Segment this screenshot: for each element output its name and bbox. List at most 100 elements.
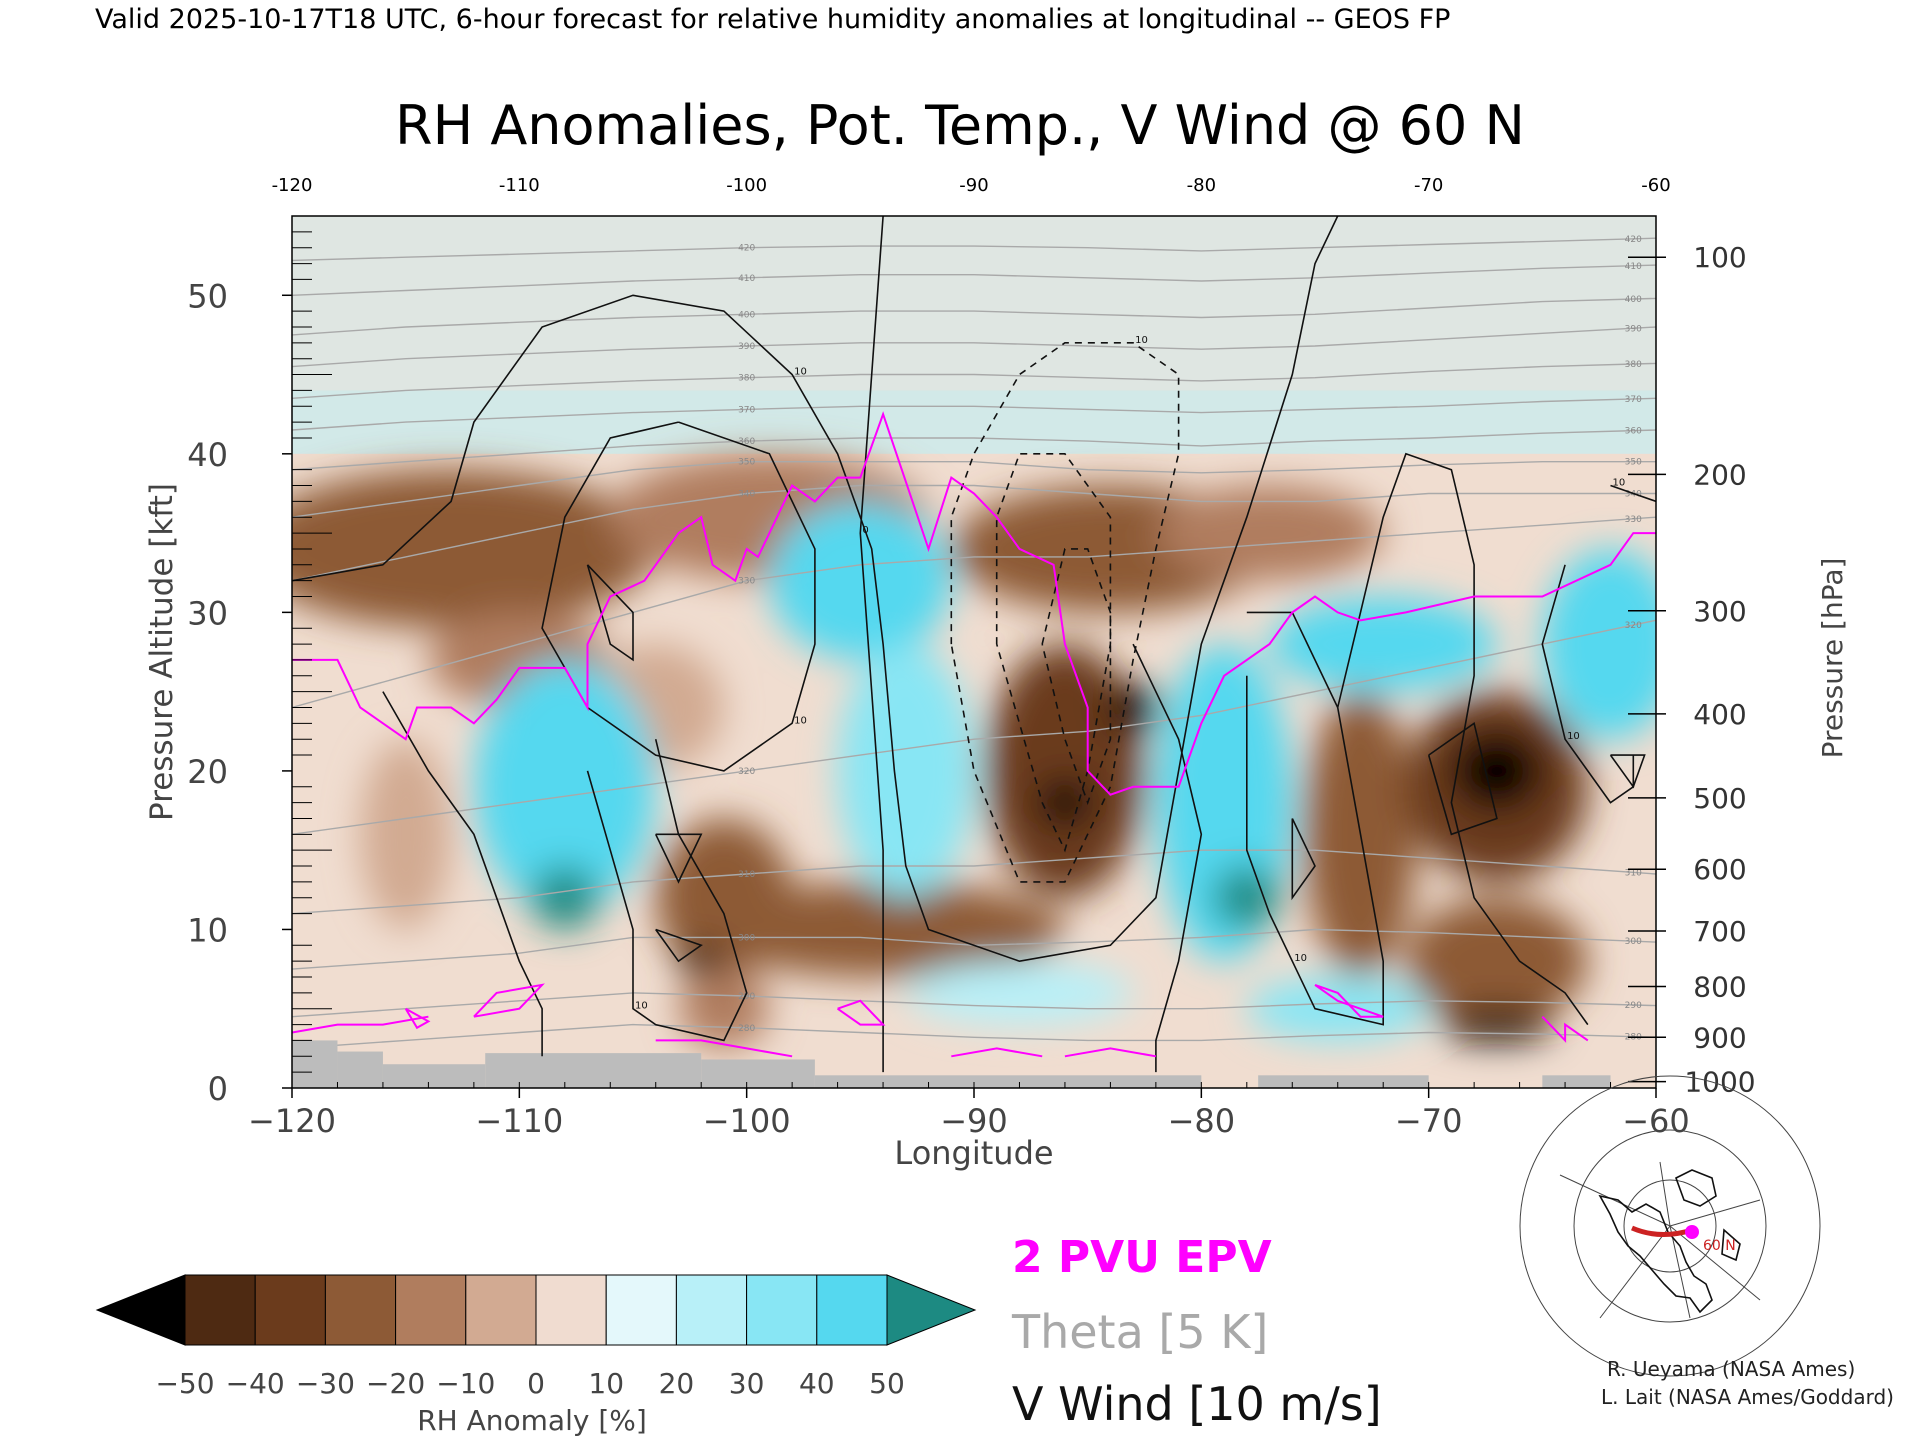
y-axis-right-label: Pressure [hPa]: [1816, 558, 1849, 759]
rh-anomaly-cell: [1269, 596, 1497, 692]
x-axis: −120 −110 −100 −90 −80 −70 −60: [248, 1082, 1690, 1140]
inset-coastline: [1598, 1169, 1741, 1314]
vwind-contour-label: 10: [635, 1001, 648, 1012]
epv-2pvu-contour: [473, 983, 545, 1018]
colorbar-tick-label: 30: [729, 1367, 765, 1400]
colorbar-tick-label: −30: [296, 1367, 355, 1400]
theta-contour-line: [292, 484, 1656, 582]
epv-2pvu-contour: [837, 999, 886, 1026]
y-tick-label: 20: [187, 753, 228, 791]
rh-anomaly-cell: [1212, 866, 1281, 930]
pressure-tick-label: 900: [1693, 1021, 1746, 1054]
theta-contour-label: 300: [738, 933, 755, 943]
vwind-contour-positive: [655, 928, 703, 963]
x-tick-label: −60: [1622, 1102, 1690, 1140]
top-axis-tick-label: -110: [499, 175, 540, 196]
stratosphere-pale-zone: [292, 216, 1656, 391]
colorbar-tick-label: 10: [588, 1367, 624, 1400]
theta-contour-label: 280: [738, 1024, 755, 1034]
theta-contour-label: 360: [738, 437, 755, 447]
rh-anomaly-cell: [1451, 731, 1543, 811]
theta-contour-label: 330: [1625, 515, 1642, 525]
pressure-tick-label: 800: [1693, 971, 1746, 1004]
top-axis-tick-label: -60: [1641, 175, 1670, 196]
ground-block: [292, 1040, 338, 1088]
tropopause-zone: [292, 390, 1656, 454]
vwind-contour-negative: [1041, 548, 1112, 805]
rh-anomaly-cell: [678, 969, 770, 1049]
rh-anomaly-cell: [1542, 548, 1656, 740]
y-tick-label: 0: [208, 1070, 228, 1108]
colorbar-high-arrow: [886, 1274, 977, 1346]
top-axis-labels: -120 -110 -100 -90 -80 -70 -60: [272, 175, 1671, 196]
ground-block: [382, 1064, 486, 1088]
theta-contour-label: 290: [738, 992, 755, 1002]
theta-contour-label: 390: [738, 342, 755, 352]
y-tick-label: 10: [187, 911, 228, 949]
top-axis-tick-label: -100: [726, 175, 767, 196]
rh-anomaly-cell: [655, 818, 793, 978]
theta-contour-label: 400: [1625, 295, 1642, 305]
ground-mask: [292, 1040, 1611, 1088]
vwind-contour-label: 10: [1294, 953, 1307, 964]
vwind-contour-positive: [1132, 643, 1203, 1073]
epv-contours: [292, 411, 1656, 1058]
vwind-contour-positive: [1427, 721, 1498, 836]
inset-section-label: 60 N: [1703, 1238, 1736, 1254]
credit-line-2: L. Lait (NASA Ames/Goddard): [1601, 1385, 1894, 1409]
colorbar-segment: [746, 1274, 818, 1346]
epv-2pvu-contour: [404, 1007, 431, 1030]
theta-contour-label: 370: [1625, 395, 1642, 405]
rh-anomaly-cell: [1405, 897, 1588, 1025]
pressure-tick-label: 700: [1693, 915, 1746, 948]
x-tick-label: −110: [475, 1102, 563, 1140]
theta-contour-label: 420: [1625, 235, 1642, 245]
theta-contour-label: 380: [738, 374, 755, 384]
theta-contour-label: 300: [1625, 937, 1642, 947]
colorbar-segment: [605, 1274, 677, 1346]
epv-2pvu-contour: [292, 411, 1656, 796]
epv-2pvu-contour: [655, 1039, 793, 1058]
x-tick-label: −100: [703, 1102, 791, 1140]
rh-anomaly-cell: [1246, 977, 1429, 1041]
ground-block: [485, 1053, 702, 1088]
ground-block: [1258, 1075, 1429, 1088]
theta-contour-line: [292, 429, 1656, 471]
colorbar-segment: [535, 1274, 607, 1346]
vwind-contour-positive: [859, 216, 884, 1073]
inset-target-dot: [1685, 1225, 1699, 1239]
top-axis-tick-label: -90: [959, 175, 988, 196]
colorbar-segment: [816, 1274, 888, 1346]
vwind-contour-positive: [1246, 611, 1384, 1026]
ground-block: [814, 1075, 1202, 1088]
colorbar-tick-label: −10: [436, 1367, 495, 1400]
vwind-contour-positive: [1609, 754, 1646, 789]
x-tick-label: −120: [248, 1102, 336, 1140]
colorbar-tick-label: 20: [659, 1367, 695, 1400]
epv-2pvu-contour: [1064, 1047, 1157, 1058]
rh-anomaly-cell: [360, 739, 452, 930]
theta-contour-label: 410: [1625, 262, 1642, 272]
vwind-contour-positive: [292, 216, 1339, 963]
credit-line-1: R. Ueyama (NASA Ames): [1607, 1357, 1855, 1381]
top-axis-tick-label: -70: [1414, 175, 1443, 196]
valid-time-header: Valid 2025-10-17T18 UTC, 6-hour forecast…: [95, 4, 1450, 35]
pressure-tick-label: 400: [1693, 698, 1746, 731]
theta-contour-label: 420: [738, 244, 755, 254]
vwind-contour-positive: [586, 739, 748, 1042]
ground-block: [1542, 1075, 1611, 1088]
theta-contour-label: 290: [1625, 1001, 1642, 1011]
rh-anomaly-cell: [1440, 1008, 1554, 1041]
colorbar-segment: [254, 1274, 326, 1346]
theta-contour-label: 400: [738, 310, 755, 320]
vwind-contour-label: 10: [1567, 731, 1580, 742]
top-axis-tick-label: -80: [1187, 175, 1216, 196]
vwind-contour-positive: [586, 564, 634, 662]
colorbar-tick-label: −50: [155, 1367, 214, 1400]
vwind-contour-positive: [1291, 818, 1316, 901]
vwind-contour-positive: [541, 421, 816, 772]
epv-2pvu-contour: [1314, 983, 1384, 1018]
y-tick-label: 50: [187, 277, 228, 315]
